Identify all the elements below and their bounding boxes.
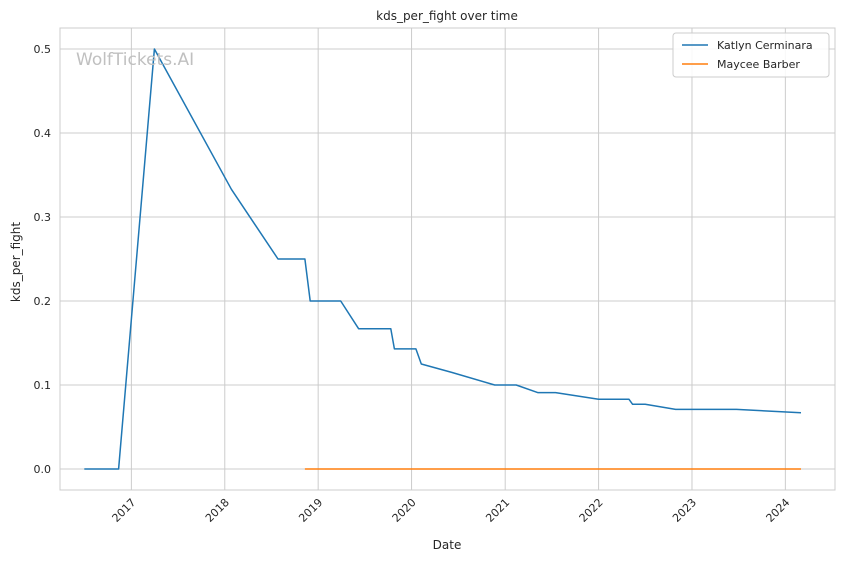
- series-lines: [84, 48, 802, 470]
- gridlines: [60, 28, 835, 490]
- series-line-katlyn-cerminara: [84, 48, 802, 470]
- legend-box: [672, 32, 830, 78]
- x-axis-label: Date: [433, 538, 462, 552]
- y-tick-label: 0.3: [34, 211, 52, 224]
- legend-label-katlyn-cerminara: Katlyn Cerminara: [717, 39, 813, 52]
- watermark-text: WolfTickets.AI: [76, 50, 194, 70]
- legend: Katlyn Cerminara Maycee Barber: [672, 32, 830, 78]
- y-tick-label: 0.0: [34, 463, 52, 476]
- y-tick-label: 0.1: [34, 379, 52, 392]
- y-tick-label: 0.2: [34, 295, 52, 308]
- plot-area: [59, 27, 836, 491]
- y-tick-label: 0.4: [34, 127, 52, 140]
- y-axis-label: kds_per_fight: [9, 222, 23, 303]
- chart-title: kds_per_fight over time: [376, 9, 518, 23]
- y-tick-label: 0.5: [34, 43, 52, 56]
- legend-label-maycee-barber: Maycee Barber: [717, 58, 800, 71]
